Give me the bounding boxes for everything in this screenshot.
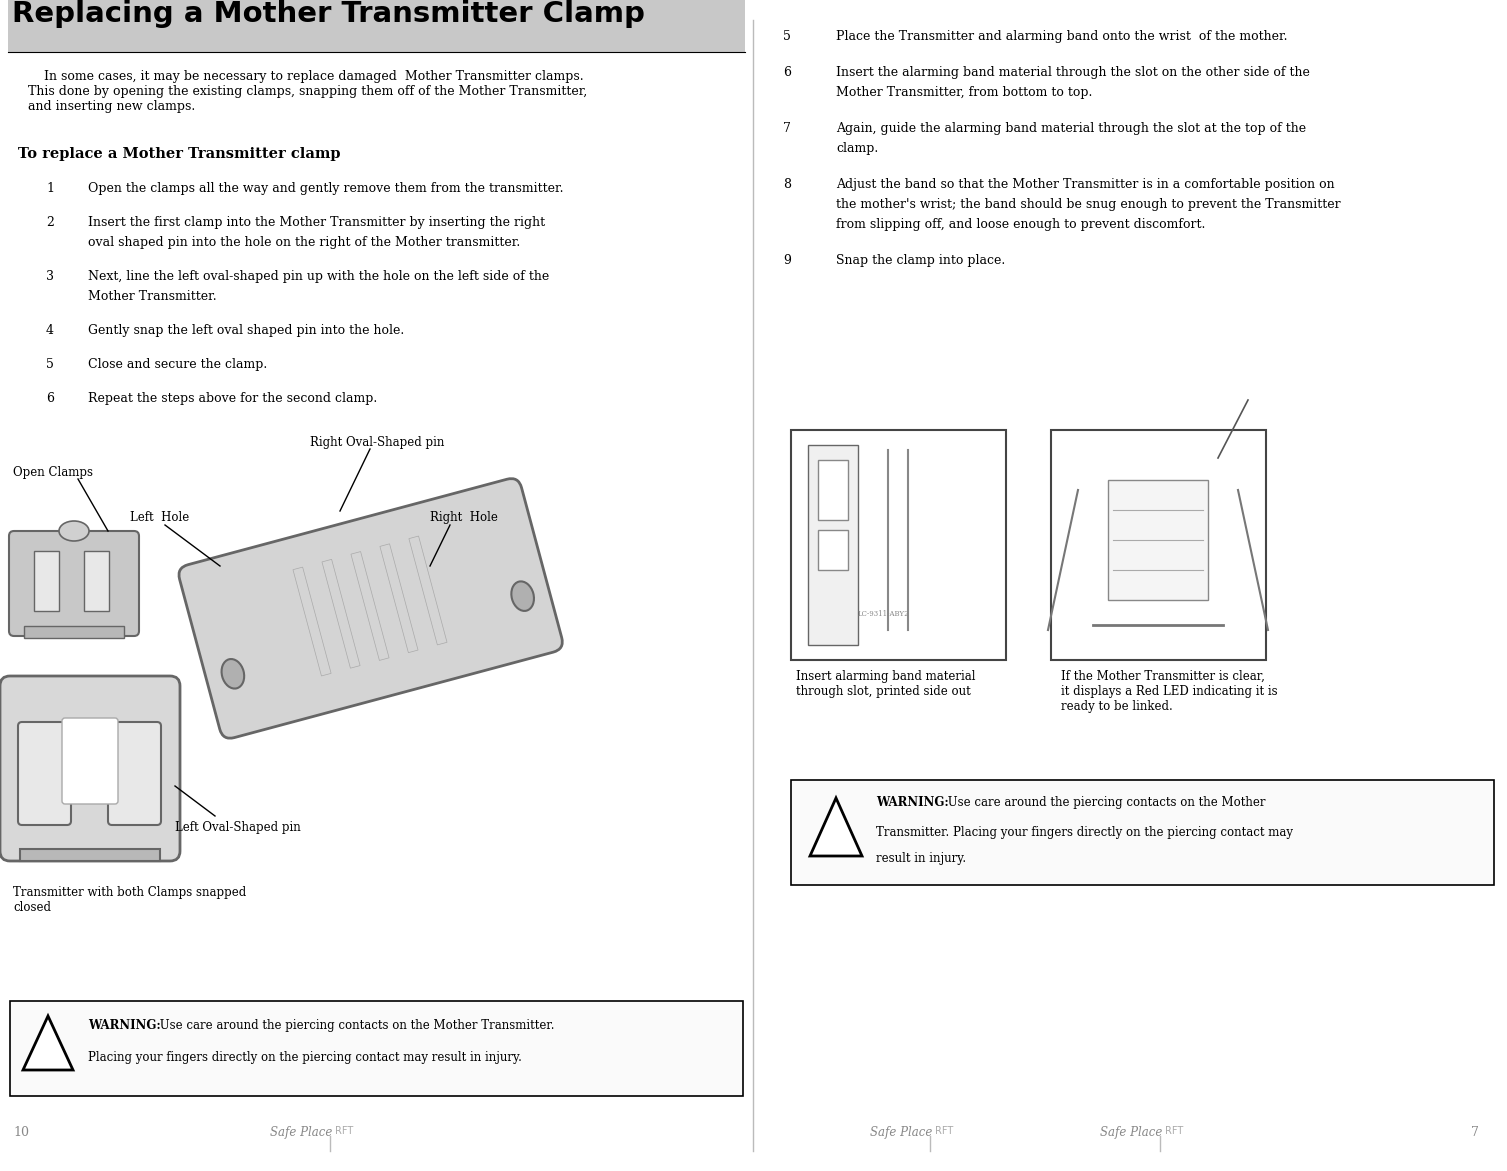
FancyBboxPatch shape xyxy=(808,445,857,645)
Text: result in injury.: result in injury. xyxy=(876,852,966,865)
Text: Place the Transmitter and alarming band onto the wrist  of the mother.: Place the Transmitter and alarming band … xyxy=(836,30,1287,43)
FancyBboxPatch shape xyxy=(791,430,1007,660)
Text: from slipping off, and loose enough to prevent discomfort.: from slipping off, and loose enough to p… xyxy=(836,218,1206,231)
Text: Insert the first clamp into the Mother Transmitter by inserting the right: Insert the first clamp into the Mother T… xyxy=(87,215,546,230)
Text: Safe Place: Safe Place xyxy=(870,1127,933,1139)
Text: clamp.: clamp. xyxy=(836,142,879,155)
FancyBboxPatch shape xyxy=(1050,430,1266,660)
Text: 4: 4 xyxy=(47,324,54,337)
FancyBboxPatch shape xyxy=(791,780,1493,885)
Text: Safe Place: Safe Place xyxy=(1100,1127,1162,1139)
Text: !: ! xyxy=(832,819,839,836)
Text: 1: 1 xyxy=(47,182,54,196)
Text: If the Mother Transmitter is clear,
it displays a Red LED indicating it is
ready: If the Mother Transmitter is clear, it d… xyxy=(1061,670,1278,713)
FancyBboxPatch shape xyxy=(18,723,71,826)
Text: Right Oval-Shaped pin: Right Oval-Shaped pin xyxy=(310,436,445,448)
Text: Gently snap the left oval shaped pin into the hole.: Gently snap the left oval shaped pin int… xyxy=(87,324,404,337)
Text: Transmitter. Placing your fingers directly on the piercing contact may: Transmitter. Placing your fingers direct… xyxy=(876,826,1293,838)
Ellipse shape xyxy=(59,521,89,541)
Text: Left Oval-Shaped pin: Left Oval-Shaped pin xyxy=(175,821,301,834)
FancyBboxPatch shape xyxy=(109,723,161,826)
FancyBboxPatch shape xyxy=(62,718,118,804)
Text: WARNING:: WARNING: xyxy=(87,1019,161,1032)
Text: In some cases, it may be necessary to replace damaged  Mother Transmitter clamps: In some cases, it may be necessary to re… xyxy=(29,70,588,112)
Text: 2: 2 xyxy=(47,215,54,230)
Polygon shape xyxy=(809,797,862,856)
Text: !: ! xyxy=(44,1034,53,1052)
Text: 7: 7 xyxy=(1471,1127,1478,1139)
Text: 6: 6 xyxy=(784,66,791,78)
FancyBboxPatch shape xyxy=(9,530,139,636)
Text: Use care around the piercing contacts on the Mother Transmitter.: Use care around the piercing contacts on… xyxy=(157,1019,555,1032)
Text: RFT: RFT xyxy=(1165,1127,1183,1136)
Text: Again, guide the alarming band material through the slot at the top of the: Again, guide the alarming band material … xyxy=(836,122,1307,135)
Text: Next, line the left oval-shaped pin up with the hole on the left side of the: Next, line the left oval-shaped pin up w… xyxy=(87,271,549,283)
FancyBboxPatch shape xyxy=(35,552,59,611)
Text: 5: 5 xyxy=(47,358,54,371)
Text: 10: 10 xyxy=(14,1127,29,1139)
Text: To replace a Mother Transmitter clamp: To replace a Mother Transmitter clamp xyxy=(18,148,341,160)
Text: Insert the alarming band material through the slot on the other side of the: Insert the alarming band material throug… xyxy=(836,66,1310,78)
FancyBboxPatch shape xyxy=(179,479,562,738)
FancyBboxPatch shape xyxy=(20,849,160,861)
Text: Insert alarming band material
through slot, printed side out: Insert alarming band material through sl… xyxy=(796,670,975,698)
FancyBboxPatch shape xyxy=(11,1001,743,1096)
Text: Replacing a Mother Transmitter Clamp: Replacing a Mother Transmitter Clamp xyxy=(12,0,645,28)
Text: 8: 8 xyxy=(784,178,791,191)
FancyBboxPatch shape xyxy=(8,0,744,52)
FancyBboxPatch shape xyxy=(24,626,124,638)
Text: Use care around the piercing contacts on the Mother: Use care around the piercing contacts on… xyxy=(943,796,1266,809)
Text: Adjust the band so that the Mother Transmitter is in a comfortable position on: Adjust the band so that the Mother Trans… xyxy=(836,178,1335,191)
Text: Snap the clamp into place.: Snap the clamp into place. xyxy=(836,254,1005,267)
Text: Close and secure the clamp.: Close and secure the clamp. xyxy=(87,358,267,371)
Text: Open Clamps: Open Clamps xyxy=(14,466,93,479)
FancyBboxPatch shape xyxy=(818,460,848,520)
FancyBboxPatch shape xyxy=(1108,480,1209,600)
Text: Open the clamps all the way and gently remove them from the transmitter.: Open the clamps all the way and gently r… xyxy=(87,182,564,196)
Text: 5: 5 xyxy=(784,30,791,43)
Text: Mother Transmitter.: Mother Transmitter. xyxy=(87,290,217,303)
Text: RFT: RFT xyxy=(934,1127,954,1136)
Text: 6: 6 xyxy=(47,392,54,405)
FancyBboxPatch shape xyxy=(84,552,109,611)
Text: Right  Hole: Right Hole xyxy=(429,511,497,523)
Text: Placing your fingers directly on the piercing contact may result in injury.: Placing your fingers directly on the pie… xyxy=(87,1052,521,1064)
FancyBboxPatch shape xyxy=(818,530,848,570)
Text: LC-9311-ABY2: LC-9311-ABY2 xyxy=(857,610,910,618)
Text: Repeat the steps above for the second clamp.: Repeat the steps above for the second cl… xyxy=(87,392,377,405)
Text: Mother Transmitter, from bottom to top.: Mother Transmitter, from bottom to top. xyxy=(836,85,1093,100)
Text: 9: 9 xyxy=(784,254,791,267)
Text: 3: 3 xyxy=(47,271,54,283)
Text: oval shaped pin into the hole on the right of the Mother transmitter.: oval shaped pin into the hole on the rig… xyxy=(87,237,520,249)
Text: RFT: RFT xyxy=(335,1127,353,1136)
Ellipse shape xyxy=(511,581,533,611)
Polygon shape xyxy=(23,1016,72,1070)
Text: WARNING:: WARNING: xyxy=(876,796,949,809)
FancyBboxPatch shape xyxy=(0,676,179,861)
FancyBboxPatch shape xyxy=(1074,447,1246,643)
Ellipse shape xyxy=(222,659,244,689)
Text: Left  Hole: Left Hole xyxy=(130,511,190,523)
Text: Transmitter with both Clamps snapped
closed: Transmitter with both Clamps snapped clo… xyxy=(14,886,246,915)
Text: the mother's wrist; the band should be snug enough to prevent the Transmitter: the mother's wrist; the band should be s… xyxy=(836,198,1341,211)
Text: 7: 7 xyxy=(784,122,791,135)
Text: Safe Place: Safe Place xyxy=(270,1127,333,1139)
